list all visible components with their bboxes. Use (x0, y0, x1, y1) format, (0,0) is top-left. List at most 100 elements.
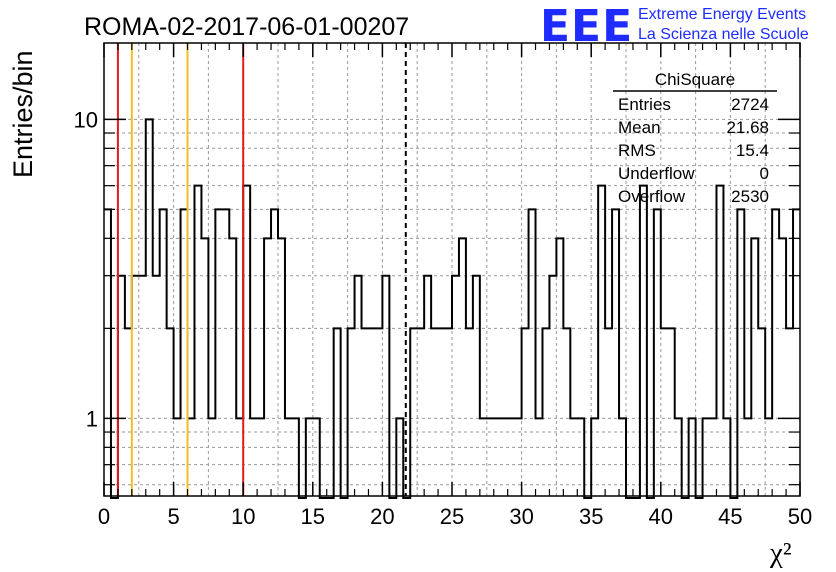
stats-box-title: ChiSquare (655, 70, 735, 89)
x-tick-label: 35 (579, 504, 603, 529)
histogram-bin (473, 276, 480, 496)
histogram-bin (181, 209, 188, 496)
histogram-bin (640, 186, 647, 496)
histogram-bin (480, 418, 487, 496)
histogram-bin (438, 328, 445, 496)
histogram-bin (417, 328, 424, 496)
x-tick-label: 20 (370, 504, 394, 529)
x-tick-label: 25 (440, 504, 464, 529)
histogram-bin (368, 328, 375, 496)
histogram-bin (153, 276, 160, 496)
histogram-bin (229, 238, 236, 496)
histogram-bin (410, 328, 417, 496)
histogram-bin (174, 418, 181, 496)
histogram-bin (758, 328, 765, 496)
histogram-bin (334, 328, 341, 496)
histogram-bin (424, 276, 431, 496)
histogram-step-line (104, 118, 800, 499)
histogram-bin (201, 238, 208, 496)
histogram-bin (243, 186, 250, 496)
histogram-bin (285, 418, 292, 496)
histogram-bin (772, 209, 779, 496)
histogram-bin (529, 209, 536, 496)
histogram-bin (779, 238, 786, 496)
histogram-bin (612, 209, 619, 496)
histogram-bin (452, 276, 459, 496)
histogram-bin (355, 276, 362, 496)
stats-value-mean: 21.68 (726, 118, 769, 137)
histogram-bin (313, 418, 320, 496)
threshold-lines (116, 43, 407, 496)
chart-title: ROMA-02-2017-06-01-00207 (84, 13, 409, 41)
histogram-bin (689, 418, 696, 496)
stats-value-rms: 15.4 (736, 141, 769, 160)
histogram-bin (577, 418, 584, 496)
histogram-bin (598, 186, 605, 496)
histogram-bin (250, 418, 257, 496)
histogram-bin (494, 418, 501, 496)
histogram-bin (278, 238, 285, 496)
x-axis-label: χ² (769, 537, 792, 569)
histogram-bin (306, 418, 313, 496)
stats-label-entries: Entries (618, 95, 671, 114)
stats-label-mean: Mean (618, 118, 661, 137)
y-tick-label: 1 (86, 406, 98, 431)
histogram-bin (188, 418, 195, 496)
histogram-bin (716, 186, 723, 496)
stats-label-underflow: Underflow (618, 164, 695, 183)
histogram-bin (194, 186, 201, 496)
histogram-bin (605, 328, 612, 496)
histogram-bin (396, 418, 403, 496)
histogram-bin (104, 209, 111, 496)
stats-value-overflow: 2530 (731, 187, 769, 206)
histogram-bin (515, 418, 522, 496)
histogram-bin (710, 418, 717, 496)
stats-value-entries: 2724 (731, 95, 769, 114)
histogram-bin (348, 328, 355, 496)
y-axis-label: Entries/bin (8, 50, 38, 178)
histogram-bin (508, 418, 515, 496)
stats-box: ChiSquare Entries 2724 Mean 21.68 RMS 15… (613, 70, 777, 206)
histogram-bin (132, 276, 139, 496)
x-tick-label: 45 (718, 504, 742, 529)
histogram-bin (563, 328, 570, 496)
histogram-bin (160, 209, 167, 496)
histogram-bin (661, 328, 668, 496)
histogram-bin (466, 328, 473, 496)
histogram-bin (536, 418, 543, 496)
stats-label-overflow: Overflow (618, 187, 686, 206)
histogram-bin (487, 418, 494, 496)
histogram-bin (445, 328, 452, 496)
histogram-bin (118, 276, 125, 496)
histogram-bin (668, 328, 675, 496)
histogram-bin (362, 328, 369, 496)
x-tick-label: 0 (98, 504, 110, 529)
histogram-bin (619, 418, 626, 496)
histogram-bin (556, 238, 563, 496)
logo-line-2: La Scienza nelle Scuole (638, 26, 809, 43)
histogram-bin (236, 418, 243, 496)
y-tick-label: 10 (74, 107, 98, 132)
histogram-bin (675, 418, 682, 496)
histogram-bin (215, 209, 222, 496)
stats-label-rms: RMS (618, 141, 656, 160)
histogram-bin (382, 276, 389, 496)
histogram-bin (793, 209, 800, 496)
histogram-bin (501, 418, 508, 496)
histogram-bin (786, 328, 793, 496)
histogram-bin (375, 328, 382, 496)
x-tick-label: 30 (509, 504, 533, 529)
histogram-bin (703, 418, 710, 496)
x-tick-label: 50 (788, 504, 812, 529)
histogram-bin (271, 209, 278, 496)
histogram-bin (146, 119, 153, 496)
histogram-bin (125, 328, 132, 496)
x-tick-label: 40 (649, 504, 673, 529)
histogram-bin (292, 418, 299, 496)
histogram-bin (751, 238, 758, 496)
histogram-bin (744, 418, 751, 496)
x-tick-label: 10 (231, 504, 255, 529)
histogram-bin (570, 418, 577, 496)
